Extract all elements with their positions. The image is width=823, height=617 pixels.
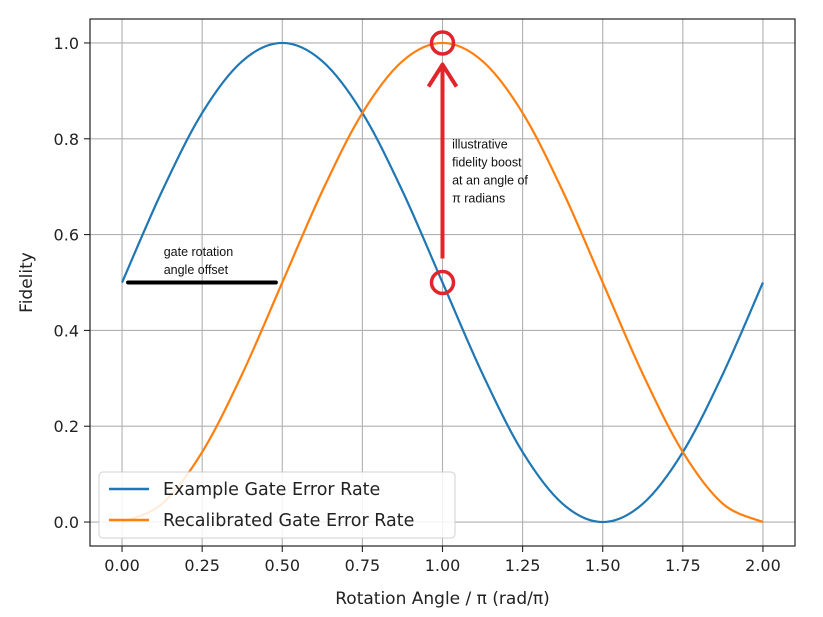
boost-annotation-text: fidelity boost — [452, 155, 522, 169]
x-tick-label: 1.00 — [425, 556, 461, 575]
highlight-circle — [429, 269, 456, 296]
x-axis-label: Rotation Angle / π (rad/π) — [335, 589, 549, 609]
x-tick-label: 0.00 — [104, 556, 140, 575]
y-tick-label: 0.8 — [54, 130, 79, 149]
annotations: gate rotation angle offset illustrative fid… — [126, 30, 528, 296]
y-tick-label: 1.0 — [54, 34, 79, 53]
offset-annotation-text: angle offset — [164, 263, 229, 277]
boost-annotation-text: illustrative — [452, 137, 508, 151]
series-line-2 — [121, 41, 764, 524]
y-tick-label: 0.2 — [54, 417, 79, 436]
y-tick-label: 0.6 — [54, 226, 79, 245]
boost-arrow-head — [426, 62, 459, 88]
x-tick-label: 1.75 — [665, 556, 701, 575]
offset-annotation-text: gate rotation — [164, 245, 234, 259]
x-tick-label: 2.00 — [745, 556, 781, 575]
axis-ticks: 0.00 0.25 0.50 0.75 1.00 1.25 1.50 1.75 2.00 0.0 0… — [54, 34, 781, 575]
boost-annotation-text: π radians — [452, 191, 505, 205]
series-layer — [121, 41, 764, 524]
y-tick-label: 0.4 — [54, 321, 79, 340]
y-axis-label: Fidelity — [17, 252, 37, 313]
boost-annotation-text: at an angle of — [452, 173, 528, 187]
legend: Example Gate Error Rate Recalibrated Gate… — [98, 471, 456, 539]
legend-box — [98, 471, 456, 539]
x-tick-label: 0.50 — [264, 556, 300, 575]
x-tick-label: 1.25 — [505, 556, 541, 575]
series-line-1 — [121, 41, 764, 524]
y-tick-label: 0.0 — [54, 513, 79, 532]
legend-entry: Example Gate Error Rate — [163, 480, 380, 500]
x-tick-label: 1.50 — [585, 556, 621, 575]
x-tick-label: 0.75 — [345, 556, 381, 575]
highlight-circle — [429, 30, 456, 56]
x-tick-label: 0.25 — [184, 556, 220, 575]
legend-entry: Recalibrated Gate Error Rate — [163, 511, 414, 531]
